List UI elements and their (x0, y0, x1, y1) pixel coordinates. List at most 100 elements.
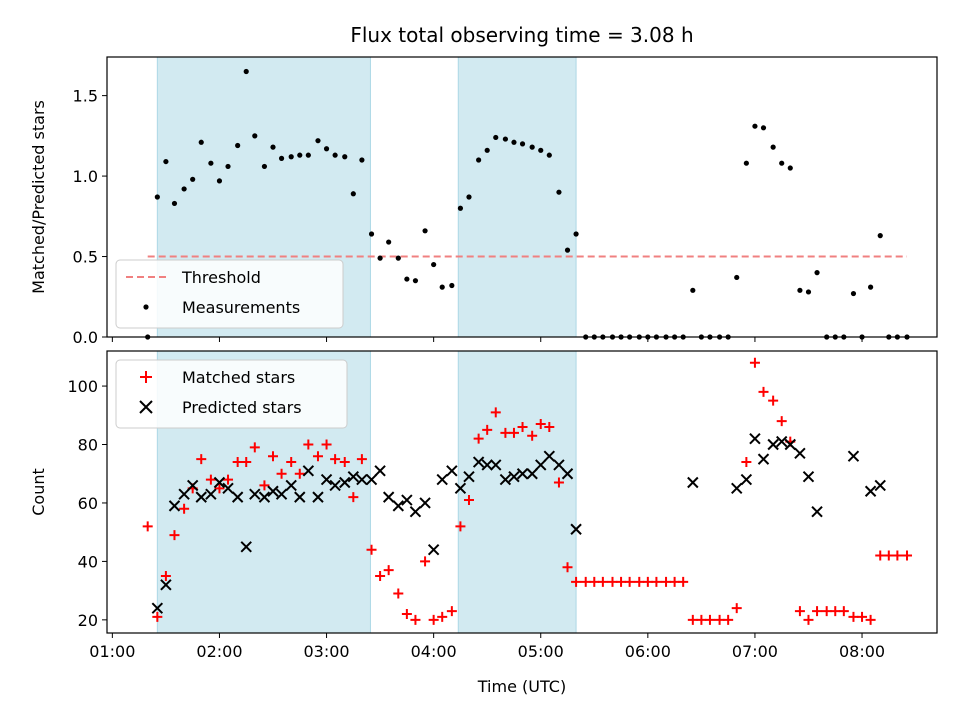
matched-stars-marker (205, 474, 216, 485)
measurement-point (779, 160, 785, 166)
measurement-point (484, 147, 490, 153)
predicted-stars-marker (392, 500, 405, 512)
measurement-point (449, 282, 455, 289)
predicted-stars-marker (374, 465, 386, 477)
measurement-point (395, 255, 401, 261)
measurement-point (502, 136, 508, 142)
predicted-stars-marker (757, 453, 770, 465)
measurement-point (422, 228, 428, 234)
predicted-stars-marker (409, 506, 422, 518)
predicted-stars-marker (195, 491, 207, 503)
y-tick-label: 60 (78, 494, 98, 513)
predicted-stars-marker (446, 465, 458, 477)
matched-stars-marker (669, 576, 680, 587)
predicted-stars-marker (543, 450, 556, 462)
measurement-point (805, 289, 812, 295)
measurement-point (386, 239, 392, 245)
matched-stars-marker (321, 439, 332, 450)
matched-stars-marker (294, 468, 305, 479)
matched-stars-marker (678, 576, 689, 587)
measurement-point (190, 176, 196, 182)
matched-stars-marker (589, 576, 600, 587)
measurement-point (770, 144, 776, 150)
matched-stars-marker (482, 424, 493, 435)
matched-stars-marker (420, 556, 431, 567)
matched-stars-marker (768, 395, 779, 406)
predicted-stars-marker (553, 459, 565, 471)
matched-stars-marker (741, 457, 752, 468)
matched-stars-marker (535, 419, 546, 430)
predicted-stars-marker (186, 479, 199, 492)
matched-stars-marker (723, 614, 734, 625)
predicted-stars-marker (472, 456, 485, 468)
predicted-stars-marker (490, 459, 502, 471)
legend-box (115, 359, 348, 429)
x-tick-label: 06:00 (625, 642, 671, 661)
matched-stars-marker (875, 550, 886, 561)
y-tick-label: 1.0 (73, 167, 98, 186)
x-tick-label: 08:00 (839, 642, 885, 661)
y-tick-label: 40 (78, 552, 98, 571)
legend-box (115, 259, 344, 329)
legend-entry-label: Matched stars (182, 368, 295, 387)
measurement-point (877, 233, 883, 239)
matched-stars-marker (214, 483, 225, 494)
predicted-stars-marker (687, 476, 699, 489)
matched-stars-marker (455, 521, 466, 532)
matched-stars-marker (339, 457, 350, 468)
matched-stars-marker (838, 606, 849, 617)
measurement-point (154, 194, 160, 200)
x-tick-label: 03:00 (303, 642, 349, 661)
matched-stars-marker (232, 457, 243, 468)
matched-stars-marker (356, 454, 367, 465)
measurement-point (868, 284, 874, 290)
measurement-point (315, 138, 321, 144)
matched-stars-marker (848, 611, 859, 622)
matched-stars-marker (687, 614, 698, 625)
predicted-stars-marker (231, 491, 244, 503)
predicted-stars-marker (151, 602, 164, 614)
predicted-stars-marker (285, 479, 297, 492)
measurement-point (431, 261, 437, 268)
matched-stars-marker (179, 503, 190, 514)
matched-stars-marker (259, 480, 270, 491)
matched-stars-marker (517, 421, 528, 432)
measurement-point (359, 157, 365, 163)
matched-stars-marker (366, 544, 377, 555)
predicted-stars-marker (864, 485, 877, 497)
measurement-point (297, 152, 303, 158)
predicted-stars-marker (516, 468, 529, 480)
predicted-stars-marker (419, 497, 431, 509)
matched-stars-marker (268, 451, 278, 462)
matched-stars-marker (330, 454, 341, 465)
matched-stars-marker (749, 357, 760, 368)
measurement-point (208, 160, 214, 166)
y-tick-label: 1.5 (73, 87, 98, 106)
matched-stars-marker (152, 611, 163, 622)
measurement-point (752, 123, 758, 129)
matched-stars-marker (758, 386, 769, 397)
matched-stars-marker (776, 416, 787, 427)
matched-stars-marker (616, 576, 627, 587)
matched-stars-marker (473, 433, 484, 444)
predicted-stars-marker (168, 500, 181, 512)
predicted-stars-marker (847, 450, 860, 462)
measurement-point (457, 205, 464, 211)
matched-stars-marker (651, 576, 662, 587)
matched-stars-marker (437, 611, 448, 622)
measurement-point (216, 178, 223, 184)
matched-stars-marker (714, 614, 725, 625)
predicted-stars-marker (731, 482, 743, 495)
measurement-point (225, 163, 231, 170)
measurement-point (181, 186, 187, 192)
measurement-point (198, 139, 204, 145)
legend-entry-label: Predicted stars (182, 398, 302, 417)
predicted-stars-marker (811, 506, 823, 518)
legend-measurements-swatch (143, 304, 149, 310)
matched-stars-marker (571, 576, 582, 587)
matched-stars-marker (303, 439, 314, 450)
y-tick-label: 100 (67, 377, 98, 396)
measurement-point (519, 141, 526, 147)
predicted-stars-marker (526, 468, 538, 480)
